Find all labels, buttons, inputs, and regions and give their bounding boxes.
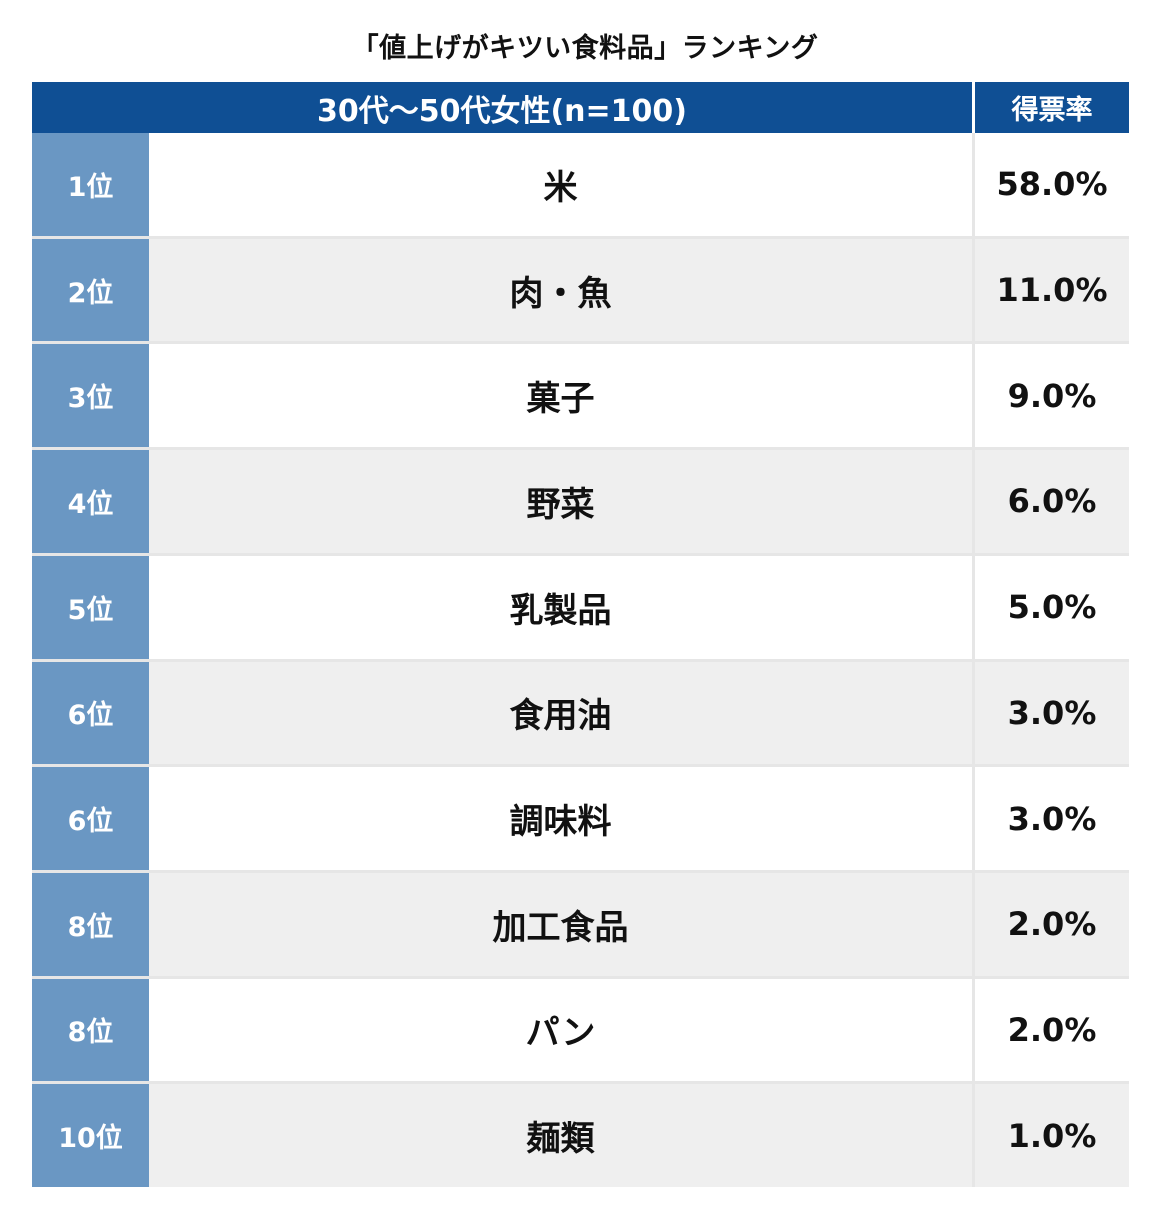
rank-cell: 1位 [32,133,149,236]
header-group-label: 30代〜50代女性(n=100) [32,82,975,133]
item-cell: 野菜 [149,450,975,553]
table-row: 1位米 58.0% [32,133,1129,236]
chart-title: 「値上げがキツい食料品」ランキング [351,33,819,64]
rank-cell: 3位 [32,344,149,448]
rate-cell: 2.0% [975,978,1129,1082]
item-cell: 菓子 [149,344,975,448]
rate-cell: 6.0% [975,450,1129,553]
table-row: 2位 肉・魚 11.0% [32,235,1129,342]
rank-cell: 6位 [32,767,149,870]
item-cell: 肉・魚 [149,238,975,342]
rate-cell: 5.0% [975,555,1129,659]
item-cell: 米 [149,133,975,236]
table-row: 4位 野菜 6.0% [32,447,1129,553]
rate-cell: 58.0% [975,133,1129,236]
rank-cell: 2位 [32,238,149,342]
rate-cell: 3.0% [975,767,1129,870]
item-cell: 食用油 [149,661,975,765]
ranking-table: 30代〜50代女性(n=100) 得票率 1位米 58.0% 2位 肉・魚 11.0% 3… [32,82,1129,1188]
table-header: 30代〜50代女性(n=100) 得票率 [32,82,1129,133]
table-row: 6位 食用油 3.0% [32,658,1129,765]
item-cell: パン [149,978,975,1082]
item-cell: 乳製品 [149,555,975,659]
header-rate-label: 得票率 [1011,95,1093,126]
rank-cell: 5位 [32,555,149,659]
rank-cell: 4位 [32,450,149,553]
rank-cell: 8位 [32,872,149,976]
item-cell: 加工食品 [149,872,975,976]
rank-cell: 10位 [32,1084,149,1188]
rate-cell: 2.0% [975,872,1129,976]
rank-cell: 8位 [32,978,149,1082]
table-row: 5位 乳製品 5.0% [32,552,1129,659]
rate-cell: 11.0% [975,238,1129,342]
item-cell: 麺類 [149,1084,975,1188]
rate-cell: 3.0% [975,661,1129,765]
rate-cell: 9.0% [975,344,1129,448]
rank-cell: 6位 [32,661,149,765]
table-row: 3位 菓子 9.0% [32,341,1129,448]
table-row: 8位 パン 2.0% [32,975,1129,1082]
table-row: 8位 加工食品 2.0% [32,869,1129,976]
table-body: 1位米 58.0% 2位 肉・魚 11.0% 3位 菓子 9.0% 4位 野菜 6.0% 5位 乳製品 5… [32,133,1129,1188]
item-cell: 調味料 [149,767,975,870]
rate-cell: 1.0% [975,1084,1129,1188]
table-row: 10位 麺類 1.0% [32,1081,1129,1188]
table-row: 6位 調味料 3.0% [32,764,1129,870]
